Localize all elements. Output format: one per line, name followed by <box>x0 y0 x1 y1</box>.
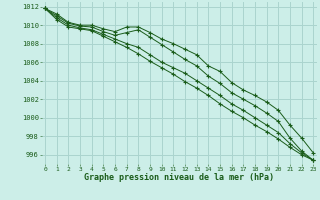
X-axis label: Graphe pression niveau de la mer (hPa): Graphe pression niveau de la mer (hPa) <box>84 173 274 182</box>
